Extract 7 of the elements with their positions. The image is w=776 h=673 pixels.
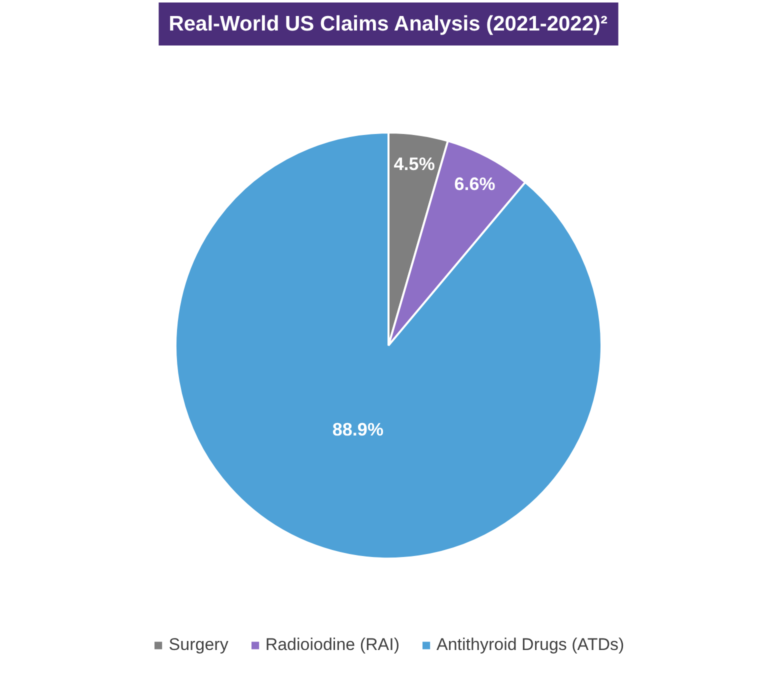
legend-label: Surgery [168,635,228,655]
data-label: 6.6% [454,174,496,194]
chart-title: Real-World US Claims Analysis (2021-2022)² [168,12,608,36]
data-label: 4.5% [394,154,435,174]
data-label: 88.9% [332,420,384,440]
legend-label: Antithyroid Drugs (ATDs) [436,635,624,655]
legend-label: Radioiodine (RAI) [265,635,400,655]
